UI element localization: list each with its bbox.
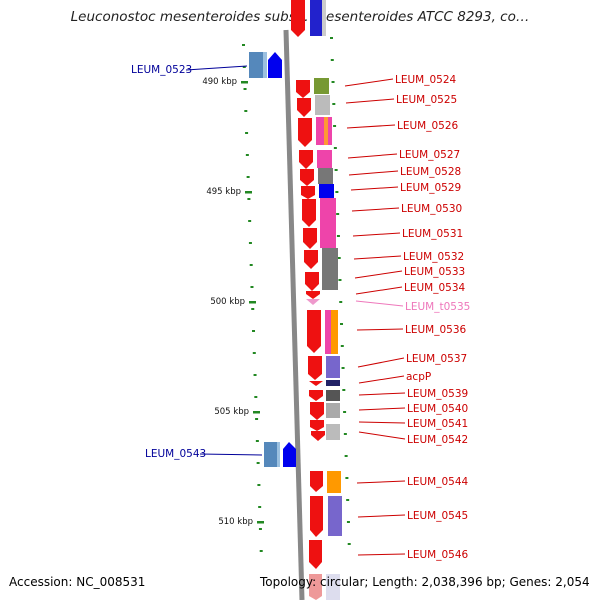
leader-line-LEUM_0536: [356, 328, 404, 331]
scale-tick-510: [257, 521, 264, 524]
feature-blocks: [249, 0, 342, 600]
leader-line-LEUM_0523: [185, 65, 248, 71]
leader-line-LEUM_0527: [347, 153, 398, 159]
gene-label-LEUM_0537[interactable]: LEUM_0537: [406, 353, 467, 365]
scale-label-490: 490 kbp: [202, 77, 237, 87]
scale-label-510: 510 kbp: [218, 517, 253, 527]
gene-label-LEUM_0541[interactable]: LEUM_0541: [407, 418, 468, 430]
genome-summary-text: Topology: circular; Length: 2,038,396 bp…: [260, 575, 590, 589]
gene-label-LEUM_0543[interactable]: LEUM_0543: [145, 448, 206, 460]
leader-line-LEUM_0534: [355, 286, 403, 295]
gene-label-LEUM_0534[interactable]: LEUM_0534: [404, 282, 466, 294]
accession-text: Accession: NC_008531: [9, 575, 146, 589]
gene-label-LEUM_0544[interactable]: LEUM_0544: [407, 476, 469, 488]
gene-label-LEUM_0528[interactable]: LEUM_0528: [400, 166, 461, 178]
scale-label-500: 500 kbp: [210, 297, 245, 307]
leader-line-LEUM_0531: [352, 232, 401, 237]
leader-line-LEUM_0533: [354, 270, 403, 279]
leader-line-LEUM_0544: [356, 480, 406, 484]
gene-label-LEUM_0524[interactable]: LEUM_0524: [395, 74, 457, 86]
tick-dots: [242, 37, 351, 552]
leader-line-LEUM_0542: [358, 431, 406, 440]
leader-line-LEUM_0537: [357, 357, 405, 368]
leader-line-acpP: [358, 375, 405, 384]
gene-label-LEUM_0527[interactable]: LEUM_0527: [399, 149, 460, 161]
gene-label-LEUM_0530[interactable]: LEUM_0530: [401, 203, 462, 215]
leader-line-LEUM_0529: [350, 186, 399, 191]
gene-label-LEUM_0546[interactable]: LEUM_0546: [407, 549, 469, 561]
leader-line-LEUM_0543: [199, 453, 263, 456]
gene-label-LEUM_0523[interactable]: LEUM_0523: [131, 64, 192, 76]
gene-label-LEUM_0536[interactable]: LEUM_0536: [405, 324, 467, 336]
gene-label-acpP[interactable]: acpP: [406, 371, 431, 383]
scale-tick-495: [245, 191, 252, 194]
leader-line-LEUM_0546: [357, 553, 406, 556]
leader-line-LEUM_0530: [351, 207, 400, 212]
scale-axis: 490 kbp 495 kbp 500 kbp 505 kbp 510 kbp: [202, 77, 264, 527]
gene-label-LEUM_0540[interactable]: LEUM_0540: [407, 403, 468, 415]
gene-label-LEUM_0526[interactable]: LEUM_0526: [397, 120, 459, 132]
gene-label-LEUM_0539[interactable]: LEUM_0539: [407, 388, 468, 400]
scale-tick-490: [241, 81, 248, 84]
backbone: [283, 29, 305, 600]
gene-label-LEUM_0532[interactable]: LEUM_0532: [403, 251, 464, 263]
gene-label-LEUM_0531[interactable]: LEUM_0531: [402, 228, 463, 240]
leader-line-LEUM_0539: [358, 392, 406, 396]
leader-line-LEUM_0524: [344, 78, 394, 87]
leader-line-LEUM_0541: [358, 421, 406, 424]
leader-line-LEUM_0540: [358, 407, 406, 411]
leader-line-LEUM_t0535: [355, 300, 404, 307]
leader-line-LEUM_0526: [346, 124, 396, 129]
gene-label-LEUM_0545[interactable]: LEUM_0545: [407, 510, 468, 522]
scale-tick-505: [253, 411, 260, 414]
leader-line-LEUM_0532: [353, 255, 402, 260]
gene-label-LEUM_t0535[interactable]: LEUM_t0535: [405, 301, 470, 313]
gene-label-LEUM_0525[interactable]: LEUM_0525: [396, 94, 457, 106]
scale-tick-500: [249, 301, 256, 304]
gene-label-LEUM_0542[interactable]: LEUM_0542: [407, 434, 468, 446]
scale-label-495: 495 kbp: [206, 187, 241, 197]
leader-line-LEUM_0525: [345, 98, 395, 104]
leader-line-LEUM_0545: [357, 514, 406, 518]
gene-labels: LEUM_0523 LEUM_0543 LEUM_0524 LEUM_0525 LEUM…: [131, 64, 470, 561]
gene-label-LEUM_0533[interactable]: LEUM_0533: [404, 266, 465, 278]
scale-label-505: 505 kbp: [214, 407, 249, 417]
gene-label-LEUM_0529[interactable]: LEUM_0529: [400, 182, 461, 194]
leader-line-LEUM_0528: [348, 170, 399, 176]
